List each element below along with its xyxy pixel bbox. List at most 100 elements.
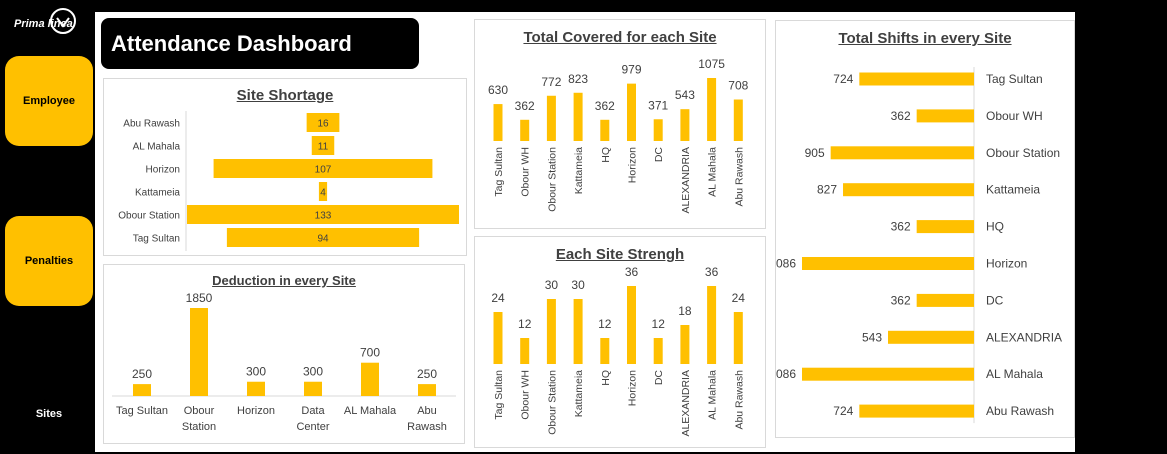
covered-data-label: 772 [541, 75, 561, 89]
shortage-bar [213, 159, 433, 178]
strength-bar [546, 299, 556, 364]
covered-category-label: AL Mahala [707, 147, 719, 197]
shifts-bar [888, 330, 974, 344]
strength-panel: Each Site Strengh 24 Tag Sultan 12 Obour WH… [474, 236, 766, 448]
covered-category-label: Obour Station [546, 147, 558, 212]
deduction-panel: Deduction in every Site 250 Tag Sultan 185… [103, 264, 465, 444]
strength-category-label: HQ [600, 370, 612, 386]
strength-category-label: DC [653, 370, 665, 386]
strength-category-label: Tag Sultan [493, 370, 505, 420]
shortage-data-label: 16 [317, 119, 329, 130]
shifts-category-label: Abu Rawash [986, 404, 1054, 418]
strength-data-label: 18 [678, 304, 692, 318]
shifts-data-label: 724 [833, 72, 853, 86]
page-title: Attendance Dashboard [111, 30, 352, 56]
strength-category-label: Obour WH [520, 370, 532, 420]
shortage-bar [226, 228, 420, 247]
deduction-category-label: Abu Rawash [407, 405, 447, 433]
strength-data-label: 24 [732, 291, 746, 305]
covered-bar [573, 92, 583, 141]
shifts-bar [859, 72, 974, 86]
shifts-category-label: AL Mahala [986, 367, 1043, 381]
total-shifts-panel: Total Shifts in every Site 724 Tag Sultan… [775, 20, 1075, 438]
shortage-category-label: Tag Sultan [133, 234, 180, 245]
deduction-chart: 250 Tag Sultan 1850 Obour Station 300 Horizon 3… [112, 291, 456, 433]
logo-emblem-icon [50, 8, 76, 34]
covered-category-label: DC [653, 147, 665, 163]
covered-category-label: Obour WH [520, 147, 532, 197]
strength-bar [627, 286, 636, 364]
strength-bar [653, 338, 663, 364]
shifts-data-label: 827 [817, 183, 837, 197]
strength-category-label: ALEXANDRIA [680, 370, 692, 437]
shortage-data-label: 11 [318, 142, 329, 153]
deduction-title: Deduction in every Site [212, 273, 356, 288]
strength-bar [520, 338, 530, 364]
logo: Prima linea [14, 6, 78, 36]
deduction-category-label: Obour Station [182, 405, 216, 433]
deduction-category-label: Horizon [237, 405, 275, 417]
covered-data-label: 1075 [698, 57, 725, 71]
total-covered-title: Total Covered for each Site [523, 29, 717, 46]
shifts-bar [916, 220, 974, 234]
covered-bar [627, 83, 636, 141]
strength-bar [493, 312, 503, 364]
shifts-category-label: Kattameia [986, 183, 1040, 197]
deduction-category-label: Tag Sultan [116, 405, 168, 417]
shortage-bar [318, 182, 328, 201]
strength-data-label: 36 [625, 265, 639, 279]
shifts-data-label: 724 [833, 404, 853, 418]
strength-bar [707, 286, 717, 364]
covered-data-label: 708 [728, 79, 748, 93]
shifts-category-label: Obour WH [986, 109, 1043, 123]
covered-data-label: 362 [595, 99, 615, 113]
deduction-data-label: 1850 [186, 291, 213, 305]
shifts-bar [802, 367, 974, 381]
employee-button[interactable]: Employee [5, 56, 93, 146]
deduction-data-label: 300 [303, 365, 323, 379]
shifts-bar [916, 293, 974, 307]
deduction-data-label: 250 [132, 367, 152, 381]
deduction-bar [418, 384, 436, 396]
strength-data-label: 36 [705, 265, 719, 279]
shifts-data-label: 905 [805, 146, 825, 160]
shortage-category-label: Horizon [146, 165, 180, 176]
deduction-data-label: 700 [360, 346, 380, 360]
deduction-data-label: 300 [246, 365, 266, 379]
strength-category-label: Horizon [627, 370, 639, 406]
sidebar: Prima linea Employee Penalties Sites [0, 0, 95, 454]
shifts-category-label: Tag Sultan [986, 72, 1043, 86]
deduction-bar [361, 362, 379, 396]
shortage-bar [187, 205, 459, 224]
strength-data-label: 12 [598, 317, 612, 331]
strength-bar [600, 338, 610, 364]
penalties-button[interactable]: Penalties [5, 216, 93, 306]
shifts-category-label: ALEXANDRIA [986, 330, 1062, 344]
shortage-data-label: 4 [320, 188, 326, 199]
shifts-data-label: 362 [891, 220, 911, 234]
strength-title: Each Site Strengh [555, 246, 685, 263]
covered-data-label: 543 [675, 88, 695, 102]
shortage-category-label: Obour Station [118, 211, 180, 222]
shortage-data-label: 133 [315, 211, 332, 222]
total-covered-panel: Total Covered for each Site 630 Tag Sulta… [474, 19, 766, 229]
covered-category-label: Abu Rawash [733, 147, 745, 207]
site-shortage-panel: Site Shortage Abu Rawash 16 AL Mahala 11 Hor… [103, 78, 467, 256]
shifts-category-label: HQ [986, 220, 1004, 234]
covered-bar [520, 119, 530, 141]
dashboard-title: Attendance Dashboard [101, 18, 419, 69]
covered-bar [600, 119, 610, 141]
shifts-bar [916, 109, 974, 123]
total-shifts-chart: 724 Tag Sultan 362 Obour WH 905 Obour Station… [776, 67, 1062, 424]
deduction-bar [133, 384, 151, 396]
covered-category-label: HQ [600, 147, 612, 163]
sites-link[interactable]: Sites [35, 408, 63, 420]
strength-data-label: 30 [545, 278, 559, 292]
covered-bar [546, 95, 556, 141]
shortage-category-label: Abu Rawash [123, 119, 180, 130]
strength-category-label: Obour Station [546, 370, 558, 435]
covered-bar [653, 119, 663, 141]
covered-bar [707, 78, 717, 141]
deduction-bar [190, 308, 208, 396]
total-shifts-title: Total Shifts in every Site [838, 30, 1012, 47]
